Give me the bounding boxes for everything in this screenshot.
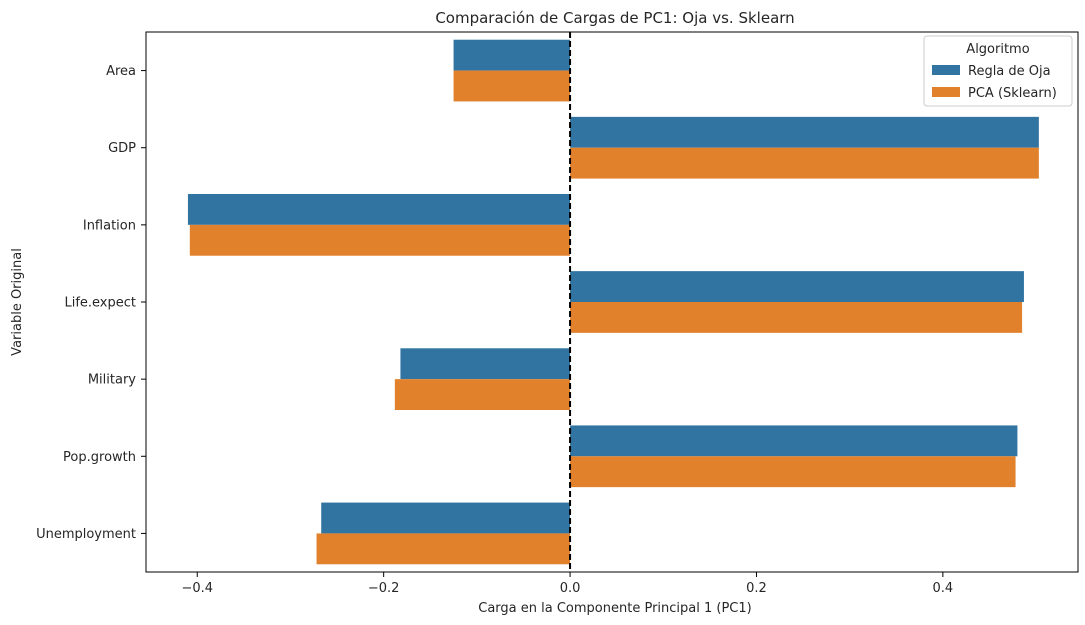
y-tick-label: Area xyxy=(106,64,136,79)
bar-sklearn-pop-growth xyxy=(570,456,1016,488)
legend-title: Algoritmo xyxy=(966,42,1029,57)
bar-oja-area xyxy=(453,39,571,71)
y-tick-label: Unemployment xyxy=(36,527,136,542)
bar-sklearn-military xyxy=(394,379,571,410)
bar-sklearn-inflation xyxy=(189,224,571,256)
x-tick-label: 0.4 xyxy=(933,581,954,596)
bar-oja-inflation xyxy=(187,194,571,225)
chart-title: Comparación de Cargas de PC1: Oja vs. Sk… xyxy=(435,9,794,27)
plot-area: −0.4 −0.2 0.0 0.2 0.4 Area GDP Inflation Life.ex… xyxy=(36,31,1079,596)
x-tick-label: 0.0 xyxy=(560,581,581,596)
y-tick-label: Life.expect xyxy=(64,296,136,311)
legend-box xyxy=(923,35,1073,107)
legend-swatch xyxy=(932,87,960,97)
y-tick-label: GDP xyxy=(108,141,136,156)
bar-oja-unemployment xyxy=(321,502,571,534)
legend-swatch xyxy=(932,65,960,75)
legend-label: Regla de Oja xyxy=(968,64,1051,79)
bar-sklearn-gdp xyxy=(570,147,1039,179)
bar-sklearn-unemployment xyxy=(316,533,571,565)
bar-oja-gdp xyxy=(570,116,1039,148)
x-tick-label: −0.2 xyxy=(368,581,400,596)
legend: Algoritmo Regla de Oja PCA (Sklearn) xyxy=(923,35,1073,107)
x-tick-label: 0.2 xyxy=(746,581,767,596)
bar-sklearn-life-expect xyxy=(570,302,1023,333)
legend-label: PCA (Sklearn) xyxy=(968,86,1057,101)
y-tick-label: Inflation xyxy=(83,218,136,233)
x-axis-label: Carga en la Componente Principal 1 (PC1) xyxy=(478,601,751,616)
bar-oja-military xyxy=(400,348,571,380)
y-tick-label: Pop.growth xyxy=(63,450,136,465)
bar-sklearn-area xyxy=(453,70,571,102)
x-tick-label: −0.4 xyxy=(181,581,213,596)
bar-oja-life-expect xyxy=(570,271,1024,302)
y-axis-label: Variable Original xyxy=(10,248,25,356)
bar-oja-pop-growth xyxy=(570,425,1018,457)
y-tick-label: Military xyxy=(88,373,136,388)
